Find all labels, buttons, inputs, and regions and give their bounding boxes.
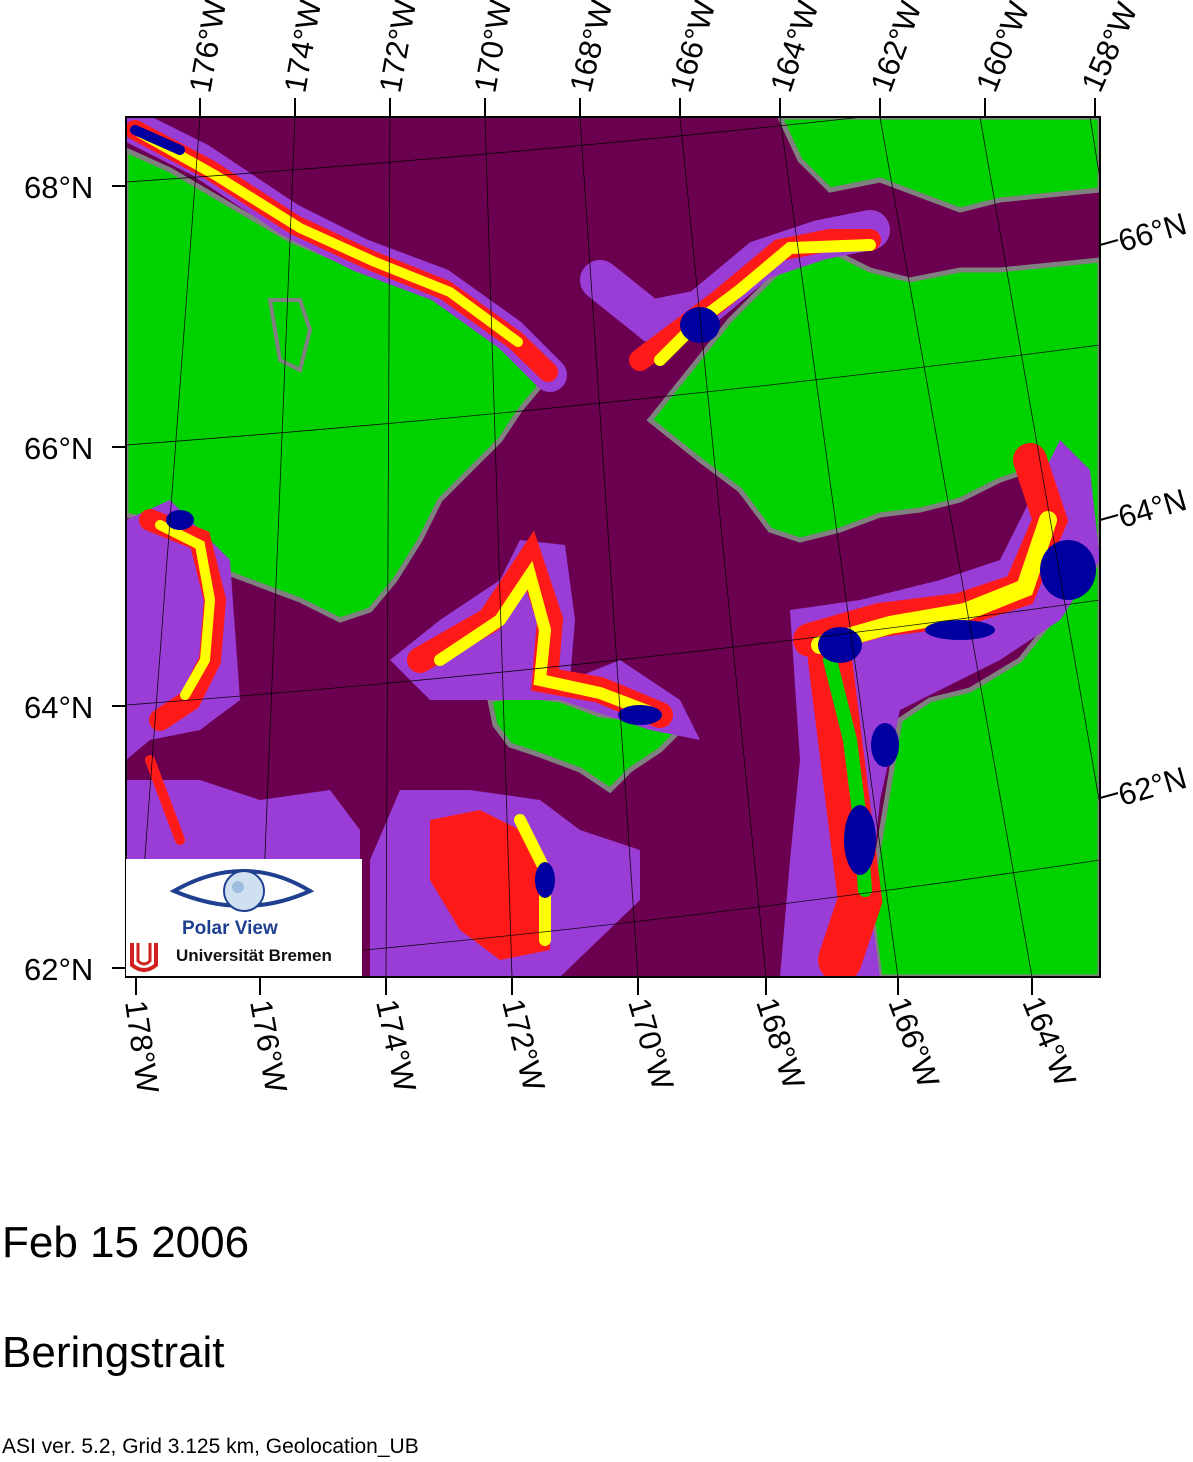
polar-view-logo: Polar View Universität Bremen bbox=[126, 859, 362, 976]
top-lon-label: 162°W bbox=[864, 0, 929, 96]
top-lon-label: 168°W bbox=[563, 0, 620, 96]
left-lat-label: 68°N bbox=[24, 170, 93, 205]
date-label: Feb 15 2006 bbox=[2, 1218, 250, 1267]
ice-patch-norton-blue-2 bbox=[1040, 540, 1096, 600]
bottom-lon-label: 172°W bbox=[495, 995, 552, 1095]
ice-band-south-gulf-red bbox=[430, 810, 550, 960]
top-lon-label: 174°W bbox=[277, 0, 328, 95]
product-info-label: ASI ver. 5.2, Grid 3.125 km, Geolocation… bbox=[2, 1435, 419, 1458]
ice-band-chukchi-yellow bbox=[135, 128, 523, 347]
top-lon-label: 164°W bbox=[763, 0, 825, 96]
top-lon-label: 166°W bbox=[663, 0, 723, 96]
ice-band-sw-red bbox=[145, 755, 185, 845]
bottom-longitude-labels: 178°W 176°W 174°W 172°W 170°W 168°W 166°… bbox=[118, 992, 1083, 1097]
ice-band-norton-yellow bbox=[811, 511, 1057, 654]
ice-band-chukchi-blue bbox=[130, 125, 185, 155]
bottom-lon-label: 178°W bbox=[118, 998, 166, 1096]
left-lat-label: 66°N bbox=[24, 431, 93, 466]
logo-organization: Universität Bremen bbox=[176, 946, 332, 965]
top-lon-label: 170°W bbox=[467, 0, 518, 95]
map-panel bbox=[126, 117, 1100, 977]
map-frame bbox=[125, 116, 1101, 978]
logo-title: Polar View bbox=[182, 918, 278, 939]
alaska-seward-peninsula bbox=[777, 117, 1100, 213]
ice-patch-norton-blue-3 bbox=[871, 723, 899, 767]
region-label: Beringstrait bbox=[2, 1328, 225, 1377]
ice-patch-norton-blue-4 bbox=[844, 805, 876, 875]
ice-patch-south-gulf-blue bbox=[535, 862, 555, 898]
top-longitude-labels: 176°W 174°W 172°W 170°W 168°W 166°W 164°… bbox=[182, 0, 1144, 97]
ice-patch-kotzebue-blue bbox=[680, 307, 720, 343]
bottom-lon-label: 176°W bbox=[243, 997, 294, 1096]
right-latitude-labels: 66°N 64°N 62°N bbox=[1114, 206, 1190, 813]
sea-ice-concentration bbox=[126, 117, 1100, 977]
bottom-lon-label: 164°W bbox=[1016, 992, 1084, 1092]
ice-patch-anadyr-blue bbox=[166, 510, 194, 530]
right-lat-label: 66°N bbox=[1114, 206, 1190, 259]
bottom-lon-label: 170°W bbox=[621, 994, 681, 1094]
left-lat-label: 64°N bbox=[24, 690, 93, 725]
top-lon-label: 176°W bbox=[182, 0, 233, 95]
top-lon-label: 160°W bbox=[969, 0, 1037, 97]
ice-patch-norton-blue-5 bbox=[925, 620, 995, 640]
ice-patch-st-lawrence-blue bbox=[618, 705, 662, 725]
right-lat-label: 64°N bbox=[1114, 482, 1190, 535]
right-lat-label: 62°N bbox=[1114, 760, 1190, 813]
wrangel-coast-strip bbox=[267, 298, 313, 373]
ice-band-anadyr-yellow bbox=[155, 520, 216, 700]
top-lon-label: 172°W bbox=[372, 0, 423, 95]
bottom-lon-label: 166°W bbox=[881, 992, 946, 1092]
bottom-lon-label: 168°W bbox=[749, 993, 811, 1093]
top-lon-label: 158°W bbox=[1074, 0, 1144, 97]
left-lat-label: 62°N bbox=[24, 952, 93, 987]
frame-ticks bbox=[112, 98, 1119, 995]
eye-globe-icon bbox=[130, 869, 315, 972]
bottom-lon-label: 174°W bbox=[369, 996, 423, 1095]
left-latitude-labels: 68°N 66°N 64°N 62°N bbox=[24, 170, 93, 987]
ice-band-st-lawrence-yellow bbox=[434, 560, 656, 718]
